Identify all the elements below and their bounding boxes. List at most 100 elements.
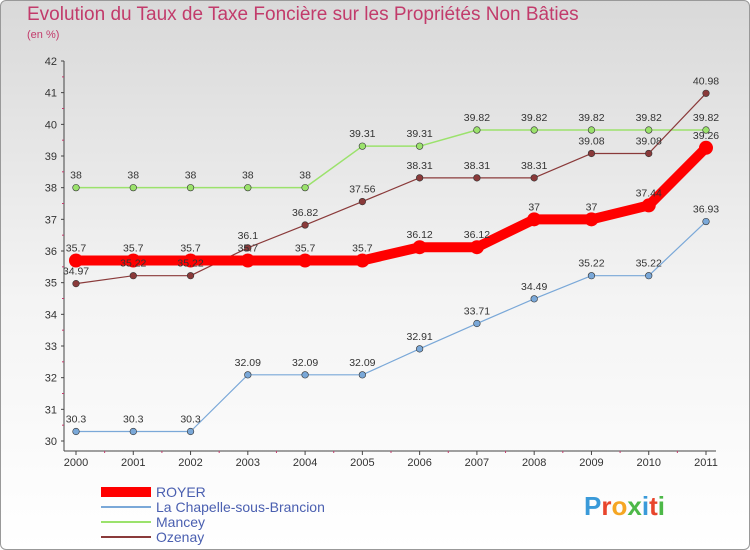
legend-swatch [101, 536, 151, 538]
data-point [587, 272, 596, 280]
series-line [71, 142, 711, 266]
data-label: 35.7 [238, 243, 259, 255]
y-tick-label: 39 [45, 151, 57, 163]
x-tick-label: 2008 [522, 457, 546, 469]
data-label: 39.82 [636, 112, 662, 124]
legend-swatch [101, 487, 151, 497]
logo-letter: i [657, 491, 665, 521]
data-label: 35.7 [123, 243, 144, 255]
data-label: 30.3 [66, 414, 87, 426]
data-point [186, 272, 195, 280]
data-point [244, 244, 252, 252]
data-label: 39.82 [578, 112, 604, 124]
series-layer [69, 89, 713, 436]
data-point [129, 427, 137, 436]
data-point [702, 89, 710, 97]
logo-letter: o [611, 491, 628, 521]
labels-series-2: 38 38 38 38 38 39.31 39.31 39.82 39.82 39.82 39.82… [70, 112, 719, 182]
data-point [72, 184, 80, 192]
y-tick-label: 30 [45, 436, 57, 448]
data-point [126, 253, 141, 268]
data-point [527, 212, 542, 227]
data-point [530, 295, 538, 303]
chart-title: Evolution du Taux de Taxe Foncière sur l… [27, 4, 579, 25]
data-point [72, 280, 80, 288]
data-point [645, 272, 653, 280]
y-tick-label: 42 [45, 56, 57, 68]
data-point [358, 142, 366, 150]
data-label: 35.7 [66, 243, 87, 255]
data-label: 39.26 [693, 130, 719, 142]
data-point [298, 253, 313, 268]
data-label: 38 [242, 170, 254, 182]
data-point [587, 149, 596, 158]
series-1 [72, 217, 710, 436]
labels-series-1: 30.3 30.3 30.3 32.09 32.09 32.09 32.91 33.71 34.… [66, 204, 720, 426]
data-label: 38.31 [406, 160, 432, 172]
x-tick-label: 2004 [293, 457, 317, 469]
data-label: 33.71 [464, 306, 490, 318]
data-point [244, 371, 252, 379]
series-line [75, 129, 707, 189]
data-point [240, 253, 255, 268]
data-label: 39.08 [578, 135, 604, 147]
logo-letter: x [627, 491, 642, 521]
data-label: 38 [127, 170, 139, 182]
data-labels-layer: 35.7 35.7 35.7 35.7 35.7 35.7 36.12 36.12 37 37 37… [63, 75, 719, 425]
x-tick-label: 2009 [579, 457, 603, 469]
data-label: 40.98 [693, 75, 719, 87]
data-label: 34.97 [63, 266, 89, 278]
data-label: 32.91 [406, 331, 432, 343]
data-point [645, 149, 653, 158]
data-point [469, 240, 484, 255]
data-label: 35.7 [295, 243, 316, 255]
data-point [416, 142, 424, 150]
data-label: 38 [70, 170, 82, 182]
chart-axes: 30 31 32 33 34 35 36 37 38 39 40 41 42 2000 2001 2002 20… [45, 56, 718, 469]
data-label: 32.09 [292, 357, 318, 369]
data-point [186, 427, 195, 436]
data-point [412, 240, 427, 255]
data-point [530, 126, 538, 134]
data-point [129, 184, 137, 192]
data-label: 39.82 [693, 112, 719, 124]
data-label: 36.82 [292, 207, 318, 219]
data-point [358, 371, 366, 379]
y-tick-label: 38 [45, 183, 57, 195]
data-point [355, 253, 370, 268]
data-label: 35.22 [177, 258, 203, 270]
y-tick-label: 32 [45, 373, 57, 385]
data-label: 35.7 [180, 243, 201, 255]
data-label: 36.93 [693, 204, 719, 216]
legend-label: Ozenay [156, 529, 205, 545]
y-tick-label: 33 [45, 341, 57, 353]
data-label: 32.09 [349, 357, 375, 369]
data-point [301, 371, 309, 379]
data-label: 37.44 [636, 187, 662, 199]
data-label: 39.82 [464, 112, 490, 124]
x-tick-label: 2003 [236, 457, 260, 469]
data-point [530, 174, 538, 182]
data-label: 37 [528, 201, 540, 213]
data-label: 39.82 [521, 112, 547, 124]
data-point [183, 253, 198, 268]
y-tick-label: 37 [45, 214, 57, 226]
data-label: 38 [185, 170, 197, 182]
data-label: 36.12 [464, 229, 490, 241]
series-0 [69, 140, 713, 268]
series-2 [72, 126, 710, 192]
x-tick-label: 2005 [350, 457, 374, 469]
y-tick-label: 36 [45, 246, 57, 258]
data-label: 39.31 [406, 128, 432, 140]
data-label: 35.22 [578, 258, 604, 270]
series-line [75, 220, 707, 433]
data-point [587, 126, 596, 134]
logo-letter: r [601, 491, 612, 521]
legend-label: ROYER [156, 484, 206, 500]
data-point [416, 345, 424, 353]
data-point [416, 174, 424, 182]
data-point [301, 221, 309, 229]
